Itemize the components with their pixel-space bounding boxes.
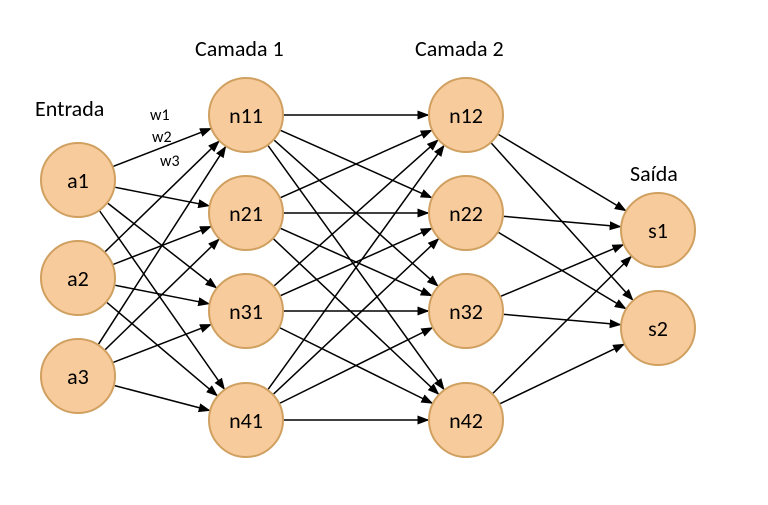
weight-label-1: w1	[150, 106, 170, 125]
node-label: n41	[229, 407, 263, 434]
node-a1: a1	[40, 142, 116, 218]
layer-label-hidden1: Camada 1	[195, 35, 284, 62]
node-label: n12	[449, 102, 483, 129]
edge	[99, 147, 226, 344]
weight-label-2: w2	[152, 128, 172, 147]
layer-label-hidden2: Camada 2	[415, 35, 504, 62]
node-n22: n22	[428, 175, 504, 251]
node-n41: n41	[208, 382, 284, 458]
layer-label-input: Entrada	[35, 95, 104, 122]
node-n31: n31	[208, 273, 284, 349]
node-label: n32	[449, 298, 483, 325]
node-label: n31	[229, 298, 263, 325]
edge	[504, 314, 620, 324]
node-n11: n11	[208, 77, 284, 153]
edge	[504, 216, 620, 226]
edge	[113, 325, 210, 363]
edge	[115, 386, 209, 411]
node-s2: s2	[620, 290, 696, 366]
node-n21: n21	[208, 175, 284, 251]
layer-label-output: Saída	[630, 160, 678, 187]
node-label: s1	[648, 217, 668, 244]
node-label: s2	[648, 315, 668, 342]
edge	[501, 245, 623, 296]
node-a3: a3	[40, 338, 116, 414]
node-label: a1	[67, 167, 89, 194]
node-a2: a2	[40, 240, 116, 316]
node-n32: n32	[428, 273, 504, 349]
neural-network-diagram: a1 a2 a3 n11 n21 n31 n41 n12 n22 n32 n42 s1 s2 Entra…	[0, 0, 768, 505]
node-label: n22	[449, 200, 483, 227]
node-label: n42	[449, 407, 483, 434]
weight-label-3: w3	[160, 152, 180, 171]
node-s1: s1	[620, 192, 696, 268]
node-label: a2	[67, 265, 89, 292]
node-n12: n12	[428, 77, 504, 153]
edge	[107, 303, 217, 396]
node-label: n21	[229, 200, 263, 227]
edge	[105, 239, 218, 349]
node-n42: n42	[428, 382, 504, 458]
edge	[500, 344, 623, 403]
edge	[493, 257, 631, 394]
node-label: n11	[229, 102, 263, 129]
node-label: a3	[67, 363, 89, 390]
